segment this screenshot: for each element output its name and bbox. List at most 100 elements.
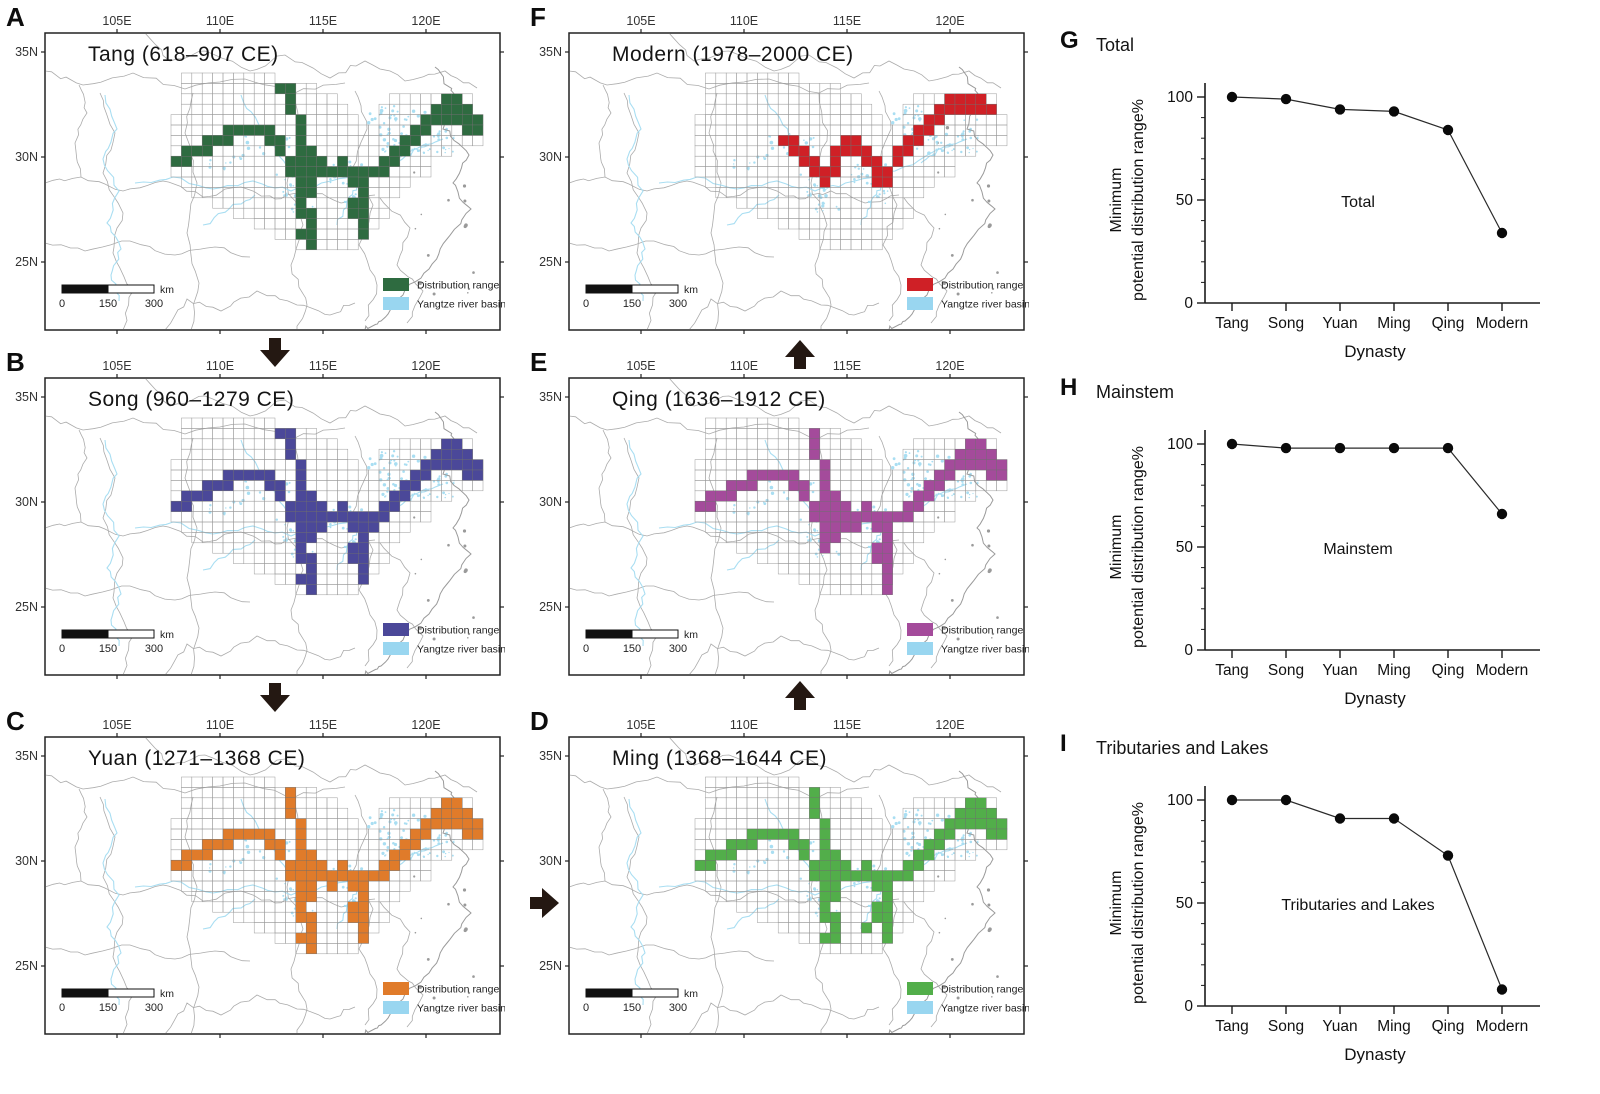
water-speckle [934, 135, 938, 138]
map-cell [285, 428, 296, 440]
river-line [626, 439, 646, 647]
map-cell [274, 839, 286, 851]
water-speckle [411, 852, 414, 855]
map-cell [243, 469, 255, 481]
map-cell [830, 849, 841, 861]
island-dot [463, 199, 467, 203]
water-speckle [444, 151, 446, 154]
water-speckle [924, 478, 926, 480]
water-speckle [946, 151, 949, 154]
water-speckle [806, 535, 809, 538]
map-cell [472, 114, 484, 126]
map-cell [840, 145, 852, 157]
map-cell [472, 828, 484, 840]
water-speckle [912, 461, 916, 465]
water-speckle [904, 810, 907, 813]
map-cell [850, 521, 862, 533]
map-cell [830, 870, 841, 882]
water-speckle [292, 889, 295, 891]
water-speckle [241, 498, 245, 503]
water-speckle [804, 141, 808, 145]
scale-unit-label: km [160, 284, 174, 296]
y-tick-label: 0 [1184, 998, 1193, 1015]
water-speckle [733, 508, 735, 510]
map-cell [295, 459, 307, 471]
water-speckle [442, 850, 445, 854]
water-speckle [229, 161, 232, 164]
legend-swatch-basin [907, 642, 933, 655]
map-cell [306, 859, 317, 871]
map-cell [934, 469, 945, 481]
map-cell [243, 124, 255, 136]
water-speckle [960, 854, 963, 858]
lat-tick-label: 35N [15, 749, 38, 763]
map-cell [923, 480, 935, 492]
map-cell [882, 176, 893, 188]
map-cell [871, 870, 883, 882]
map-cell [285, 797, 296, 809]
water-speckle [438, 834, 441, 837]
water-speckle [770, 850, 775, 854]
map-cell [840, 521, 852, 533]
water-speckle [910, 478, 913, 481]
water-speckle [811, 490, 815, 494]
water-speckle [384, 150, 386, 153]
map-cell [358, 911, 369, 923]
water-speckle [936, 143, 938, 146]
map-cell [882, 932, 893, 944]
river-line [396, 489, 430, 509]
map-cell [975, 818, 987, 830]
water-speckle [437, 483, 441, 486]
water-speckle [962, 834, 965, 837]
map-cell [975, 797, 987, 809]
water-speckle [952, 852, 955, 855]
map-cell [399, 145, 411, 157]
legend-label-distribution: Distribution range [941, 984, 1023, 996]
map-cell [410, 124, 421, 136]
water-speckle [822, 188, 826, 192]
map-cell [347, 207, 359, 219]
water-speckle [908, 811, 911, 813]
water-speckle [910, 487, 914, 490]
map-cell [306, 228, 317, 240]
water-speckle [903, 815, 907, 819]
map-cell [882, 870, 893, 882]
map-cell [913, 135, 924, 147]
water-speckle [411, 148, 414, 151]
water-speckle [391, 813, 395, 817]
y-tick-label: 100 [1167, 792, 1193, 809]
y-axis-title: Minimum potential distribution range% [1108, 99, 1147, 301]
water-speckle [929, 822, 932, 825]
map-cell [965, 448, 976, 460]
map-cell [389, 155, 400, 167]
water-speckle [968, 148, 971, 151]
map-cell [819, 870, 831, 882]
x-tick-label: Modern [1476, 315, 1529, 332]
map-cell [462, 103, 473, 115]
island-dot [462, 529, 467, 533]
map-cell [850, 145, 862, 157]
lon-tick-label: 110E [730, 359, 758, 373]
island-dot [986, 529, 991, 533]
province-boundary-line [379, 901, 424, 1028]
map-cell [441, 103, 452, 115]
map-cell [306, 584, 317, 595]
water-speckle [354, 897, 357, 900]
map-cell [358, 901, 369, 913]
lat-tick-label: 25N [15, 600, 38, 614]
water-speckle [860, 172, 864, 176]
y-tick-label: 50 [1176, 192, 1194, 209]
map-cell [316, 166, 328, 178]
map-cell [222, 469, 234, 481]
map-cell [410, 839, 421, 851]
water-speckle [386, 133, 389, 136]
water-speckle [915, 109, 919, 113]
lon-tick-label: 105E [102, 359, 131, 373]
map-svg-a: 105E 110E 115E 120E 35N 30N 25N km 0 150 300 Distri… [15, 14, 506, 334]
map-cell [472, 469, 484, 481]
water-speckle [428, 148, 431, 151]
map-legend: Distribution range Yangtze river basin [907, 278, 1030, 311]
water-speckle [432, 839, 436, 842]
water-speckle [968, 496, 970, 499]
island-dot [472, 975, 475, 978]
